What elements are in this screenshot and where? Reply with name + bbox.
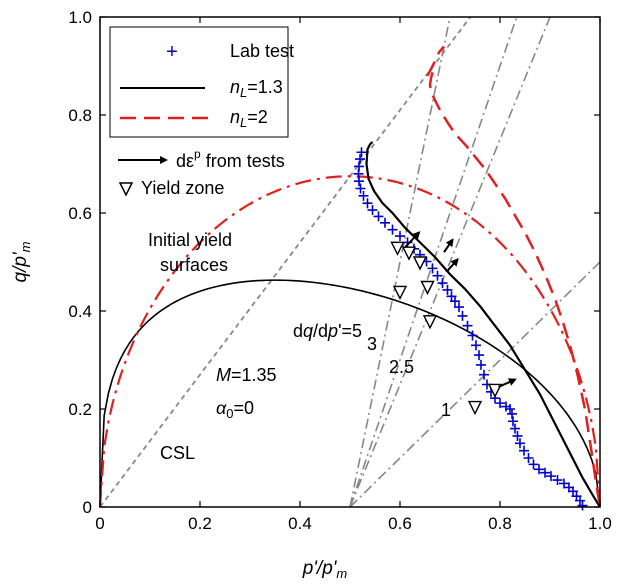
lab-test-point [373, 211, 384, 222]
yield-zone-marker [420, 280, 435, 296]
lab-test-point [395, 231, 405, 242]
strain-arrow [443, 238, 454, 253]
annotation-slope-2-5: 2.5 [389, 357, 414, 377]
series-2 [428, 72, 602, 508]
y-tick-label: 1.0 [68, 8, 92, 27]
annotation-csl: CSL [160, 443, 195, 463]
yield-zone-marker [422, 315, 438, 330]
lab-test-point [356, 147, 367, 158]
series-3 [426, 45, 445, 77]
x-tick-label: 0.4 [288, 514, 312, 533]
lab-test-point [437, 278, 448, 289]
legend-nl13-label: nL=1.3 [230, 77, 283, 100]
lab-test-point [457, 310, 468, 321]
lab-test-point [387, 224, 398, 235]
slope-line-2 [349, 16, 551, 508]
lab-test-point [546, 471, 556, 482]
yield-zone-marker [392, 285, 408, 300]
legend-arrow-label: dεp from tests [176, 147, 285, 171]
annotation-slope-label: dq/dp'=5 [293, 321, 362, 341]
lab-test-point [540, 467, 550, 478]
lab-test-point [355, 183, 366, 194]
lab-test-point [467, 330, 478, 341]
annotation-initial-yield-line1: Initial yield [148, 230, 232, 250]
x-tick-label: 0.8 [488, 514, 512, 533]
annotation-initial-yield-line2: surfaces [160, 255, 228, 275]
slope-line-1 [349, 16, 518, 508]
slope-line-0 [349, 16, 451, 508]
lab-test-point [380, 217, 390, 228]
legend-lab-test-marker: + [166, 41, 178, 63]
lab-test-point [476, 359, 486, 370]
lab-test-point [523, 453, 534, 463]
lab-test-point [528, 459, 539, 470]
lab-test-point [508, 416, 518, 427]
yield-zone-marker [412, 256, 428, 271]
lab-test-point [450, 296, 460, 307]
lab-test-point [471, 340, 481, 351]
lab-test-point [358, 190, 369, 201]
lab-test-point [575, 495, 585, 506]
legend-lab-test-label: Lab test [230, 41, 294, 61]
legend: + Lab test nL=1.3 nL=2 [109, 26, 294, 138]
lab-test-point [454, 302, 464, 313]
series-1 [365, 141, 601, 508]
lab-test-point [577, 500, 588, 511]
x-axis-label: p'/p'm [302, 558, 348, 581]
lab-test-point [442, 284, 453, 295]
lab-test-point [507, 408, 517, 419]
tick-layer: 0 0.2 0.4 0.6 0.8 1.0 0 0.2 0.4 0.6 0.8 1.0 [68, 8, 611, 533]
lab-test-point [362, 198, 373, 209]
annotation-slope-3: 3 [367, 334, 377, 354]
lab-test-point [515, 438, 525, 449]
yield-zone-marker [467, 400, 483, 416]
slope-line-3 [349, 261, 601, 508]
plot-frame [99, 16, 601, 508]
legend-yield-zone-label: Yield zone [141, 178, 224, 198]
lab-test-point [474, 350, 484, 361]
y-tick-label: 0.6 [68, 204, 92, 223]
lab-test-point [519, 445, 529, 456]
lab-test-point [427, 263, 438, 274]
plot-layer [98, 16, 602, 511]
yield-zone-marker [390, 241, 405, 256]
x-tick-label: 1.0 [588, 514, 612, 533]
legend-nl2-label: nL=2 [230, 107, 268, 130]
lab-test-point [534, 464, 544, 475]
annotation-model-alpha: α0=0 [216, 398, 254, 421]
strain-arrow [404, 231, 421, 248]
y-tick-label: 0.4 [68, 302, 92, 321]
x-tick-label: 0.2 [188, 514, 212, 533]
lab-test-point [552, 475, 563, 486]
lab-test-point [354, 176, 364, 187]
lab-test-point [495, 398, 505, 409]
y-tick-label: 0.8 [68, 106, 92, 125]
yield-surface-1 [98, 175, 602, 508]
lab-test-point [479, 369, 489, 380]
y-axis-label: q/p'm [10, 241, 33, 282]
yield-surface-0 [99, 279, 601, 508]
lab-test-point [512, 430, 523, 441]
x-tick-label: 0 [95, 514, 104, 533]
strain-arrow [445, 258, 459, 273]
yield-zone-marker [487, 383, 503, 398]
x-tick-label: 0.6 [388, 514, 412, 533]
lab-test-point [462, 320, 473, 331]
lab-test-point [355, 154, 365, 165]
annotation-slope-1: 1 [441, 400, 451, 420]
annotation-model-m: M=1.35 [216, 365, 277, 385]
yield-zone-marker [401, 246, 417, 261]
lab-test-point [505, 404, 515, 414]
lab-test-point [432, 270, 443, 281]
legend-yield-zone-marker [118, 182, 134, 197]
strain-arrow [498, 378, 517, 388]
lab-test-point [367, 205, 378, 216]
lab-test-point [510, 423, 520, 434]
csl-line [99, 16, 472, 508]
y-tick-label: 0 [83, 498, 92, 517]
y-tick-label: 0.2 [68, 400, 92, 419]
